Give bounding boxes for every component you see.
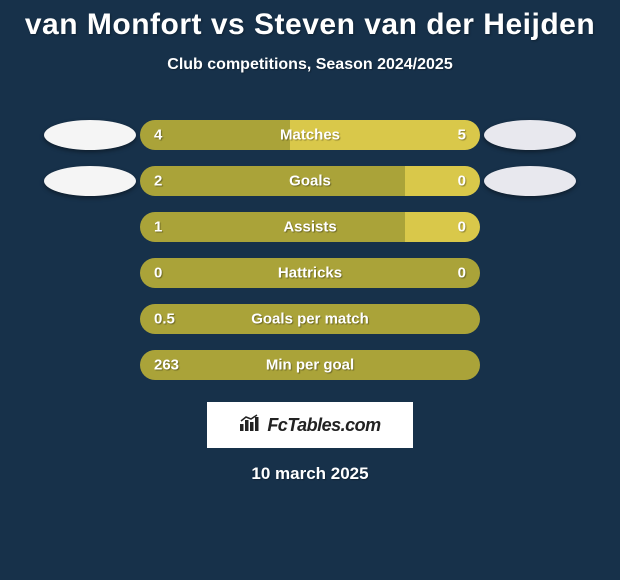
stat-value-left: 2 [154,173,162,190]
stat-label: Goals [289,173,331,190]
stat-value-left: 4 [154,127,162,144]
logo-text: FcTables.com [267,415,380,436]
stat-label: Goals per match [251,311,369,328]
chart-icon [239,414,261,437]
stat-bar-left [140,212,405,242]
player-avatar-left [44,166,136,196]
avatar-slot-right [480,120,580,150]
stat-row: 2 0 Goals [0,158,620,204]
stat-value-right: 5 [458,127,466,144]
stat-value-left: 0 [154,265,162,282]
stat-row: 0 0 Hattricks [0,250,620,296]
stats-container: 4 5 Matches 2 0 Goals 1 0 Assists 0 0 Hattricks 0.5 G… [0,112,620,388]
date: 10 march 2025 [0,464,620,484]
stat-bar-left [140,120,290,150]
stat-bar: 0.5 Goals per match [140,304,480,334]
stat-row: 1 0 Assists [0,204,620,250]
logo-box: FcTables.com [207,402,413,448]
stat-bar-right [405,212,480,242]
stat-label: Matches [280,127,340,144]
page-title: van Monfort vs Steven van der Heijden [0,0,620,42]
stat-bar: 1 0 Assists [140,212,480,242]
player-avatar-left [44,120,136,150]
stat-label: Min per goal [266,357,354,374]
subtitle: Club competitions, Season 2024/2025 [0,56,620,74]
stat-label: Hattricks [278,265,342,282]
stat-value-right: 0 [458,173,466,190]
stat-bar-right [405,166,480,196]
avatar-slot-right [480,166,580,196]
stat-bar: 4 5 Matches [140,120,480,150]
stat-row: 0.5 Goals per match [0,296,620,342]
stat-value-right: 0 [458,265,466,282]
stat-bar-left [140,166,405,196]
stat-row: 263 Min per goal [0,342,620,388]
player-avatar-right [484,120,576,150]
stat-value-left: 263 [154,357,179,374]
stat-bar: 2 0 Goals [140,166,480,196]
avatar-slot-left [40,120,140,150]
avatar-slot-left [40,166,140,196]
stat-value-left: 1 [154,219,162,236]
stat-value-right: 0 [458,219,466,236]
stat-bar: 0 0 Hattricks [140,258,480,288]
stat-row: 4 5 Matches [0,112,620,158]
player-avatar-right [484,166,576,196]
stat-bar: 263 Min per goal [140,350,480,380]
stat-label: Assists [283,219,336,236]
stat-value-left: 0.5 [154,311,175,328]
